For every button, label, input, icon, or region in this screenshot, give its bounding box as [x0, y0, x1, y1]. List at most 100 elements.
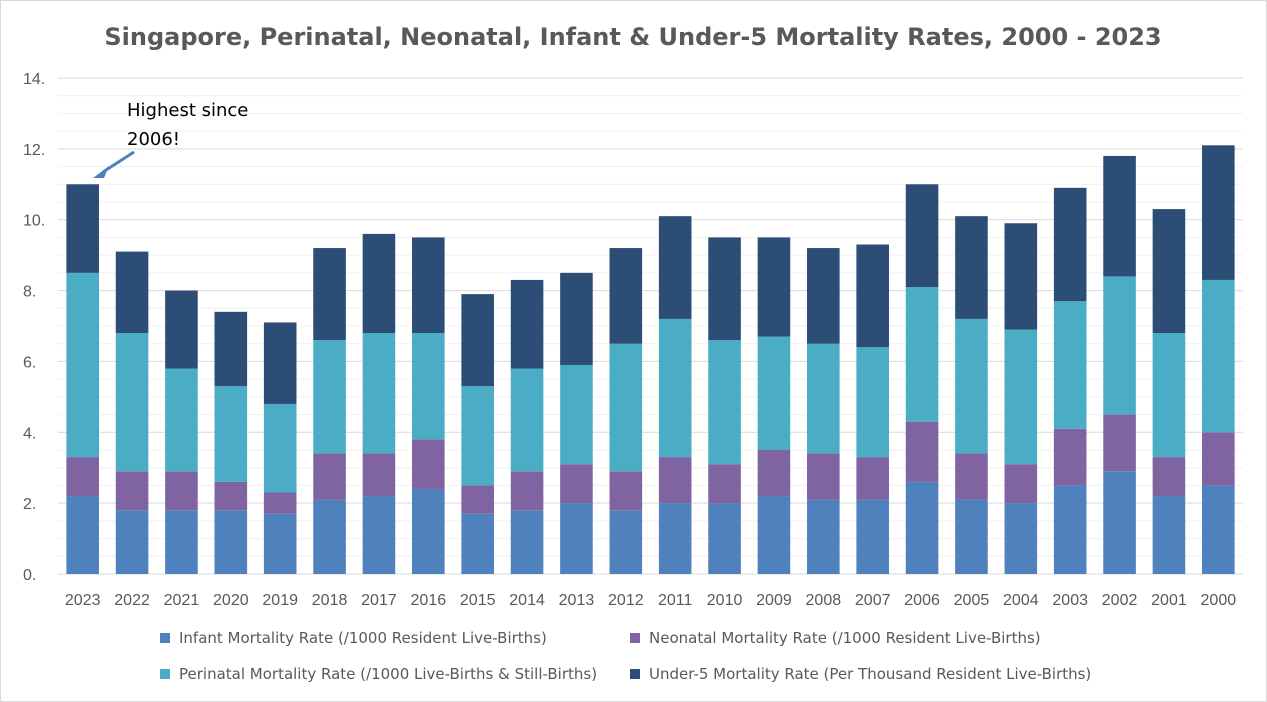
y-axis-ticks: 0. 2. 4. 6. 8. 10. 12. 14. [23, 71, 45, 584]
annotation-line-2: 2006! [127, 129, 180, 150]
bar-segment [214, 481, 248, 511]
bar-segment [1053, 301, 1087, 429]
bar-segment [1103, 276, 1136, 415]
y-tick-label: 12. [23, 142, 45, 159]
bar-segment [955, 216, 988, 319]
bar-segment [66, 457, 99, 497]
x-tick-label: 2023 [65, 592, 101, 609]
bar-segment [658, 216, 692, 319]
bar-segment [1103, 471, 1136, 574]
x-tick-label: 2016 [411, 592, 447, 609]
x-tick-label: 2005 [954, 592, 990, 609]
x-axis-ticks: 2023 2022 2021 2020 2019 2018 2017 2016 2015 2014… [65, 592, 1236, 609]
bar-segment [1152, 496, 1186, 574]
legend: Infant Mortality Rate (/1000 Resident Li… [160, 629, 1091, 683]
bar-segment [362, 233, 396, 334]
bar-segment [905, 184, 939, 288]
bar-segment [263, 513, 297, 574]
bar-segment [313, 453, 346, 500]
bar-segment [856, 499, 889, 574]
bar-segment [313, 248, 346, 341]
bar-segment [165, 290, 198, 369]
bar-segment [1202, 145, 1235, 280]
y-tick-label: 10. [23, 213, 45, 230]
bar-segment [757, 496, 791, 574]
bar-segment [757, 450, 791, 497]
bar-segment [609, 471, 643, 511]
x-tick-label: 2017 [361, 592, 397, 609]
gridlines [58, 77, 1243, 575]
annotation: Highest since 2006! [93, 100, 248, 178]
bar-segment [1202, 279, 1235, 433]
bar-segment [560, 272, 593, 365]
legend-label: Neonatal Mortality Rate (/1000 Resident … [649, 629, 1041, 647]
chart-title: Singapore, Perinatal, Neonatal, Infant &… [104, 23, 1161, 51]
x-tick-label: 2013 [559, 592, 595, 609]
x-tick-label: 2004 [1003, 592, 1039, 609]
y-tick-label: 6. [23, 354, 36, 371]
bar-segment [658, 318, 692, 458]
x-tick-label: 2003 [1052, 592, 1088, 609]
bar-segment [1152, 333, 1186, 458]
bar-segment [461, 386, 494, 486]
bar-segment [1152, 209, 1186, 334]
bar-segment [66, 272, 99, 458]
legend-label: Infant Mortality Rate (/1000 Resident Li… [179, 629, 547, 647]
bar-segment [708, 464, 741, 504]
bar-segment [1103, 155, 1136, 277]
annotation-arrow [102, 150, 135, 174]
x-tick-label: 2001 [1151, 592, 1187, 609]
bar-segment [362, 453, 396, 497]
x-tick-label: 2020 [213, 592, 249, 609]
bar-segment [1053, 187, 1087, 302]
x-tick-label: 2002 [1102, 592, 1138, 609]
x-tick-label: 2019 [262, 592, 298, 609]
bar-segment [757, 237, 791, 337]
legend-swatch [160, 633, 170, 643]
bar-segment [1202, 432, 1235, 486]
legend-swatch [630, 669, 640, 679]
x-tick-label: 2018 [312, 592, 348, 609]
y-tick-label: 2. [23, 496, 36, 513]
bar-segment [609, 510, 643, 574]
bar-segment [856, 457, 889, 500]
bar-segment [1103, 414, 1136, 472]
bar-segment [1202, 485, 1235, 574]
bar-segment [115, 510, 149, 574]
bar-segment [658, 503, 692, 574]
bar-segment [905, 481, 939, 574]
bar-segment [115, 333, 149, 472]
x-tick-label: 2000 [1201, 592, 1237, 609]
bar-segment [609, 248, 643, 344]
bar-segment [955, 499, 988, 574]
bar-segment [362, 496, 396, 574]
bar-segment [412, 237, 445, 334]
y-tick-label: 4. [23, 425, 36, 442]
bar-segment [757, 336, 791, 450]
bar-segment [412, 488, 445, 574]
bar-segment [461, 513, 494, 574]
annotation-arrowhead [93, 166, 109, 178]
x-tick-label: 2008 [806, 592, 842, 609]
bar-segment [708, 503, 741, 574]
bar-segment [1004, 329, 1038, 465]
legend-label: Under-5 Mortality Rate (Per Thousand Res… [649, 665, 1091, 683]
bar-segment [807, 248, 840, 344]
bar-segment [1053, 485, 1087, 574]
bar-segment [807, 499, 840, 574]
x-tick-label: 2012 [608, 592, 644, 609]
bar-segment [708, 340, 741, 465]
bar-segment [1004, 464, 1038, 504]
bar-segment [609, 343, 643, 472]
bar-segment [313, 499, 346, 574]
bar-segment [263, 403, 297, 493]
bar-segment [412, 439, 445, 489]
legend-label: Perinatal Mortality Rate (/1000 Live-Bir… [179, 665, 597, 683]
bar-segment [165, 471, 198, 511]
y-tick-label: 0. [23, 567, 36, 584]
bars [66, 145, 1235, 574]
bar-segment [66, 184, 99, 273]
bar-segment [66, 496, 99, 574]
x-tick-label: 2010 [707, 592, 743, 609]
